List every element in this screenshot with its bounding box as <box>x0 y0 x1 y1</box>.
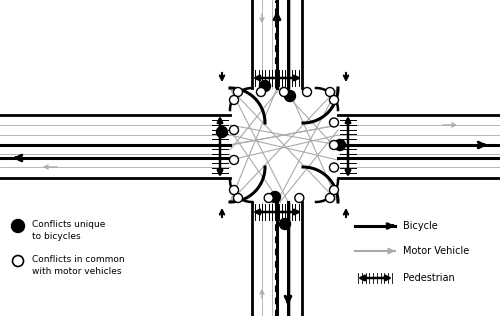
Circle shape <box>326 193 334 203</box>
Text: with motor vehicles: with motor vehicles <box>32 267 122 276</box>
Circle shape <box>280 88 288 96</box>
Circle shape <box>264 193 273 203</box>
Circle shape <box>330 141 338 149</box>
Circle shape <box>280 218 290 229</box>
Circle shape <box>302 88 312 96</box>
Circle shape <box>330 163 338 172</box>
Circle shape <box>295 193 304 203</box>
Circle shape <box>330 95 338 105</box>
Circle shape <box>230 185 238 195</box>
Circle shape <box>326 88 334 96</box>
Circle shape <box>230 155 238 165</box>
Text: Motor Vehicle: Motor Vehicle <box>403 246 469 256</box>
Circle shape <box>284 90 296 101</box>
Circle shape <box>230 125 238 135</box>
Circle shape <box>334 139 345 150</box>
Circle shape <box>256 88 266 96</box>
Text: Conflicts unique: Conflicts unique <box>32 220 106 229</box>
Circle shape <box>260 81 270 92</box>
Circle shape <box>216 126 228 137</box>
Circle shape <box>234 193 242 203</box>
Circle shape <box>12 220 24 233</box>
Text: Conflicts in common: Conflicts in common <box>32 255 124 264</box>
Circle shape <box>234 88 242 96</box>
Text: Pedestrian: Pedestrian <box>403 273 455 283</box>
Text: to bicycles: to bicycles <box>32 232 80 241</box>
Circle shape <box>230 95 238 105</box>
Circle shape <box>330 118 338 127</box>
Circle shape <box>12 256 24 266</box>
Text: Bicycle: Bicycle <box>403 221 438 231</box>
Circle shape <box>330 185 338 195</box>
Circle shape <box>270 191 280 203</box>
